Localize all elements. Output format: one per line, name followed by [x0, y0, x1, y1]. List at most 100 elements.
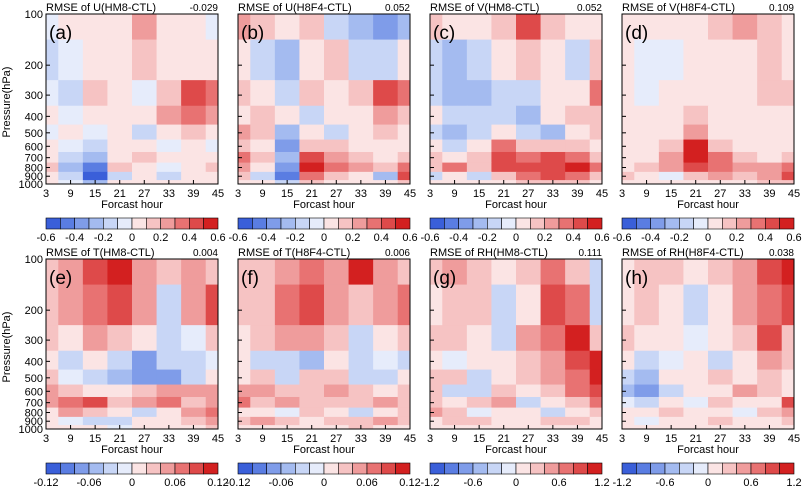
heatmap-cell	[732, 80, 758, 107]
heatmap-cell	[132, 407, 158, 418]
heatmap-cell	[299, 284, 325, 326]
heatmap-cell	[430, 139, 443, 153]
heatmap-cell	[732, 124, 758, 141]
heatmap-cell	[156, 105, 182, 126]
heatmap-cell	[430, 369, 443, 386]
colorbar-swatch	[573, 462, 588, 475]
colorbar-tick-label: 0	[321, 477, 327, 489]
heatmap-cell	[397, 139, 410, 153]
x-tick-label: 45	[404, 188, 416, 200]
heatmap-cell	[58, 139, 84, 153]
heatmap-cell	[397, 259, 410, 286]
heatmap-cell	[299, 151, 325, 164]
heatmap-cell	[205, 407, 218, 418]
heatmap-cell	[348, 105, 374, 126]
heatmap-cell	[181, 139, 207, 153]
heatmap-cell	[757, 369, 783, 386]
heatmap-cell	[781, 259, 794, 286]
heatmap-cell	[274, 124, 301, 141]
colorbar-swatch	[707, 217, 723, 230]
heatmap-cell	[781, 369, 794, 386]
heatmap-cell	[442, 259, 468, 286]
heatmap-cell	[348, 171, 374, 181]
heatmap-cell	[373, 80, 399, 107]
heatmap-cell	[781, 162, 794, 173]
heatmap-cell	[156, 171, 182, 181]
heatmap-cell	[589, 105, 602, 126]
heatmap-cell	[58, 407, 84, 418]
heatmap-cell	[156, 139, 182, 153]
colorbar-swatch	[444, 217, 459, 230]
heatmap-cell	[46, 162, 59, 173]
heatmap-cell	[373, 369, 399, 386]
heatmap-cell	[708, 325, 734, 352]
colorbar-tick-label: 0.06	[356, 477, 377, 489]
heatmap-cell	[181, 325, 207, 352]
heatmap-cells	[238, 14, 410, 184]
panel-value: -0.029	[190, 3, 219, 14]
y-tick-label: 600	[25, 141, 43, 153]
heatmap-cell	[373, 139, 399, 153]
colorbar-swatch	[280, 217, 296, 230]
x-axis-label: Forcast hour	[293, 444, 355, 456]
colorbar-swatch	[679, 217, 694, 230]
heatmap-cell	[732, 171, 758, 181]
heatmap-cell	[634, 416, 660, 426]
heatmap-cell	[757, 407, 783, 418]
colorbar-swatch	[88, 462, 104, 475]
y-axis-label-top: Pressure(hPa)	[1, 67, 13, 138]
x-tick-label: 33	[739, 433, 751, 445]
heatmap-cell	[491, 416, 517, 426]
heatmap-cell	[781, 425, 794, 429]
heatmap-cell	[274, 325, 301, 352]
heatmap-cell	[250, 259, 276, 286]
heatmap-cell	[732, 39, 758, 81]
panel-value: 0.052	[385, 3, 410, 14]
colorbar-swatch	[131, 462, 147, 475]
heatmap-cell	[46, 171, 59, 181]
heatmap-cell	[132, 284, 158, 326]
heatmap-cell	[324, 396, 350, 409]
colorbar-swatch	[45, 462, 61, 475]
panel-b: RMSE of U(H8F4-CTL) 0.052(b)3 9 15 21 27 33 39 4…	[229, 2, 418, 244]
heatmap-cell	[205, 151, 218, 164]
heatmap-cell	[250, 284, 276, 326]
heatmap-cell	[107, 384, 133, 398]
heatmap-cell	[683, 259, 709, 286]
heatmap-cell	[732, 407, 758, 418]
x-tick-label: 3	[427, 188, 433, 200]
plot-frame	[429, 258, 603, 430]
heatmap-cell	[466, 350, 493, 371]
heatmap-cell	[589, 407, 602, 418]
y-tick-label: 100	[25, 9, 43, 21]
heatmap-cell	[46, 407, 59, 418]
heatmap-cell	[238, 407, 251, 418]
x-tick-label: 33	[739, 188, 751, 200]
panel-label: (f)	[241, 268, 259, 289]
heatmap-cell	[708, 151, 734, 164]
heatmap-cell	[82, 350, 109, 371]
heatmap-cell	[491, 14, 517, 41]
heatmap-cell	[491, 384, 517, 398]
plot-frame	[429, 13, 603, 185]
heatmap-cell	[181, 369, 207, 386]
x-tick-label: 27	[522, 188, 534, 200]
heatmap-cell	[622, 139, 635, 153]
heatmap-cell	[299, 396, 325, 409]
heatmap-cell	[757, 124, 783, 141]
colorbar-swatch	[429, 217, 445, 230]
heatmap-cell	[324, 151, 350, 164]
y-tick-label: 900	[25, 171, 43, 183]
heatmap-cell	[658, 325, 685, 352]
heatmap-cell	[274, 162, 301, 173]
heatmap-cell	[82, 171, 109, 181]
heatmap-cell	[708, 284, 734, 326]
heatmap-cell	[757, 384, 783, 398]
heatmap-cell	[589, 416, 602, 426]
heatmap-cell	[491, 259, 517, 286]
heatmap-cell	[781, 350, 794, 371]
heatmap-cell	[274, 105, 301, 126]
heatmap-cell	[397, 80, 410, 107]
colorbar-swatch	[558, 217, 574, 230]
colorbar-tick-label: 0.6	[402, 232, 417, 244]
